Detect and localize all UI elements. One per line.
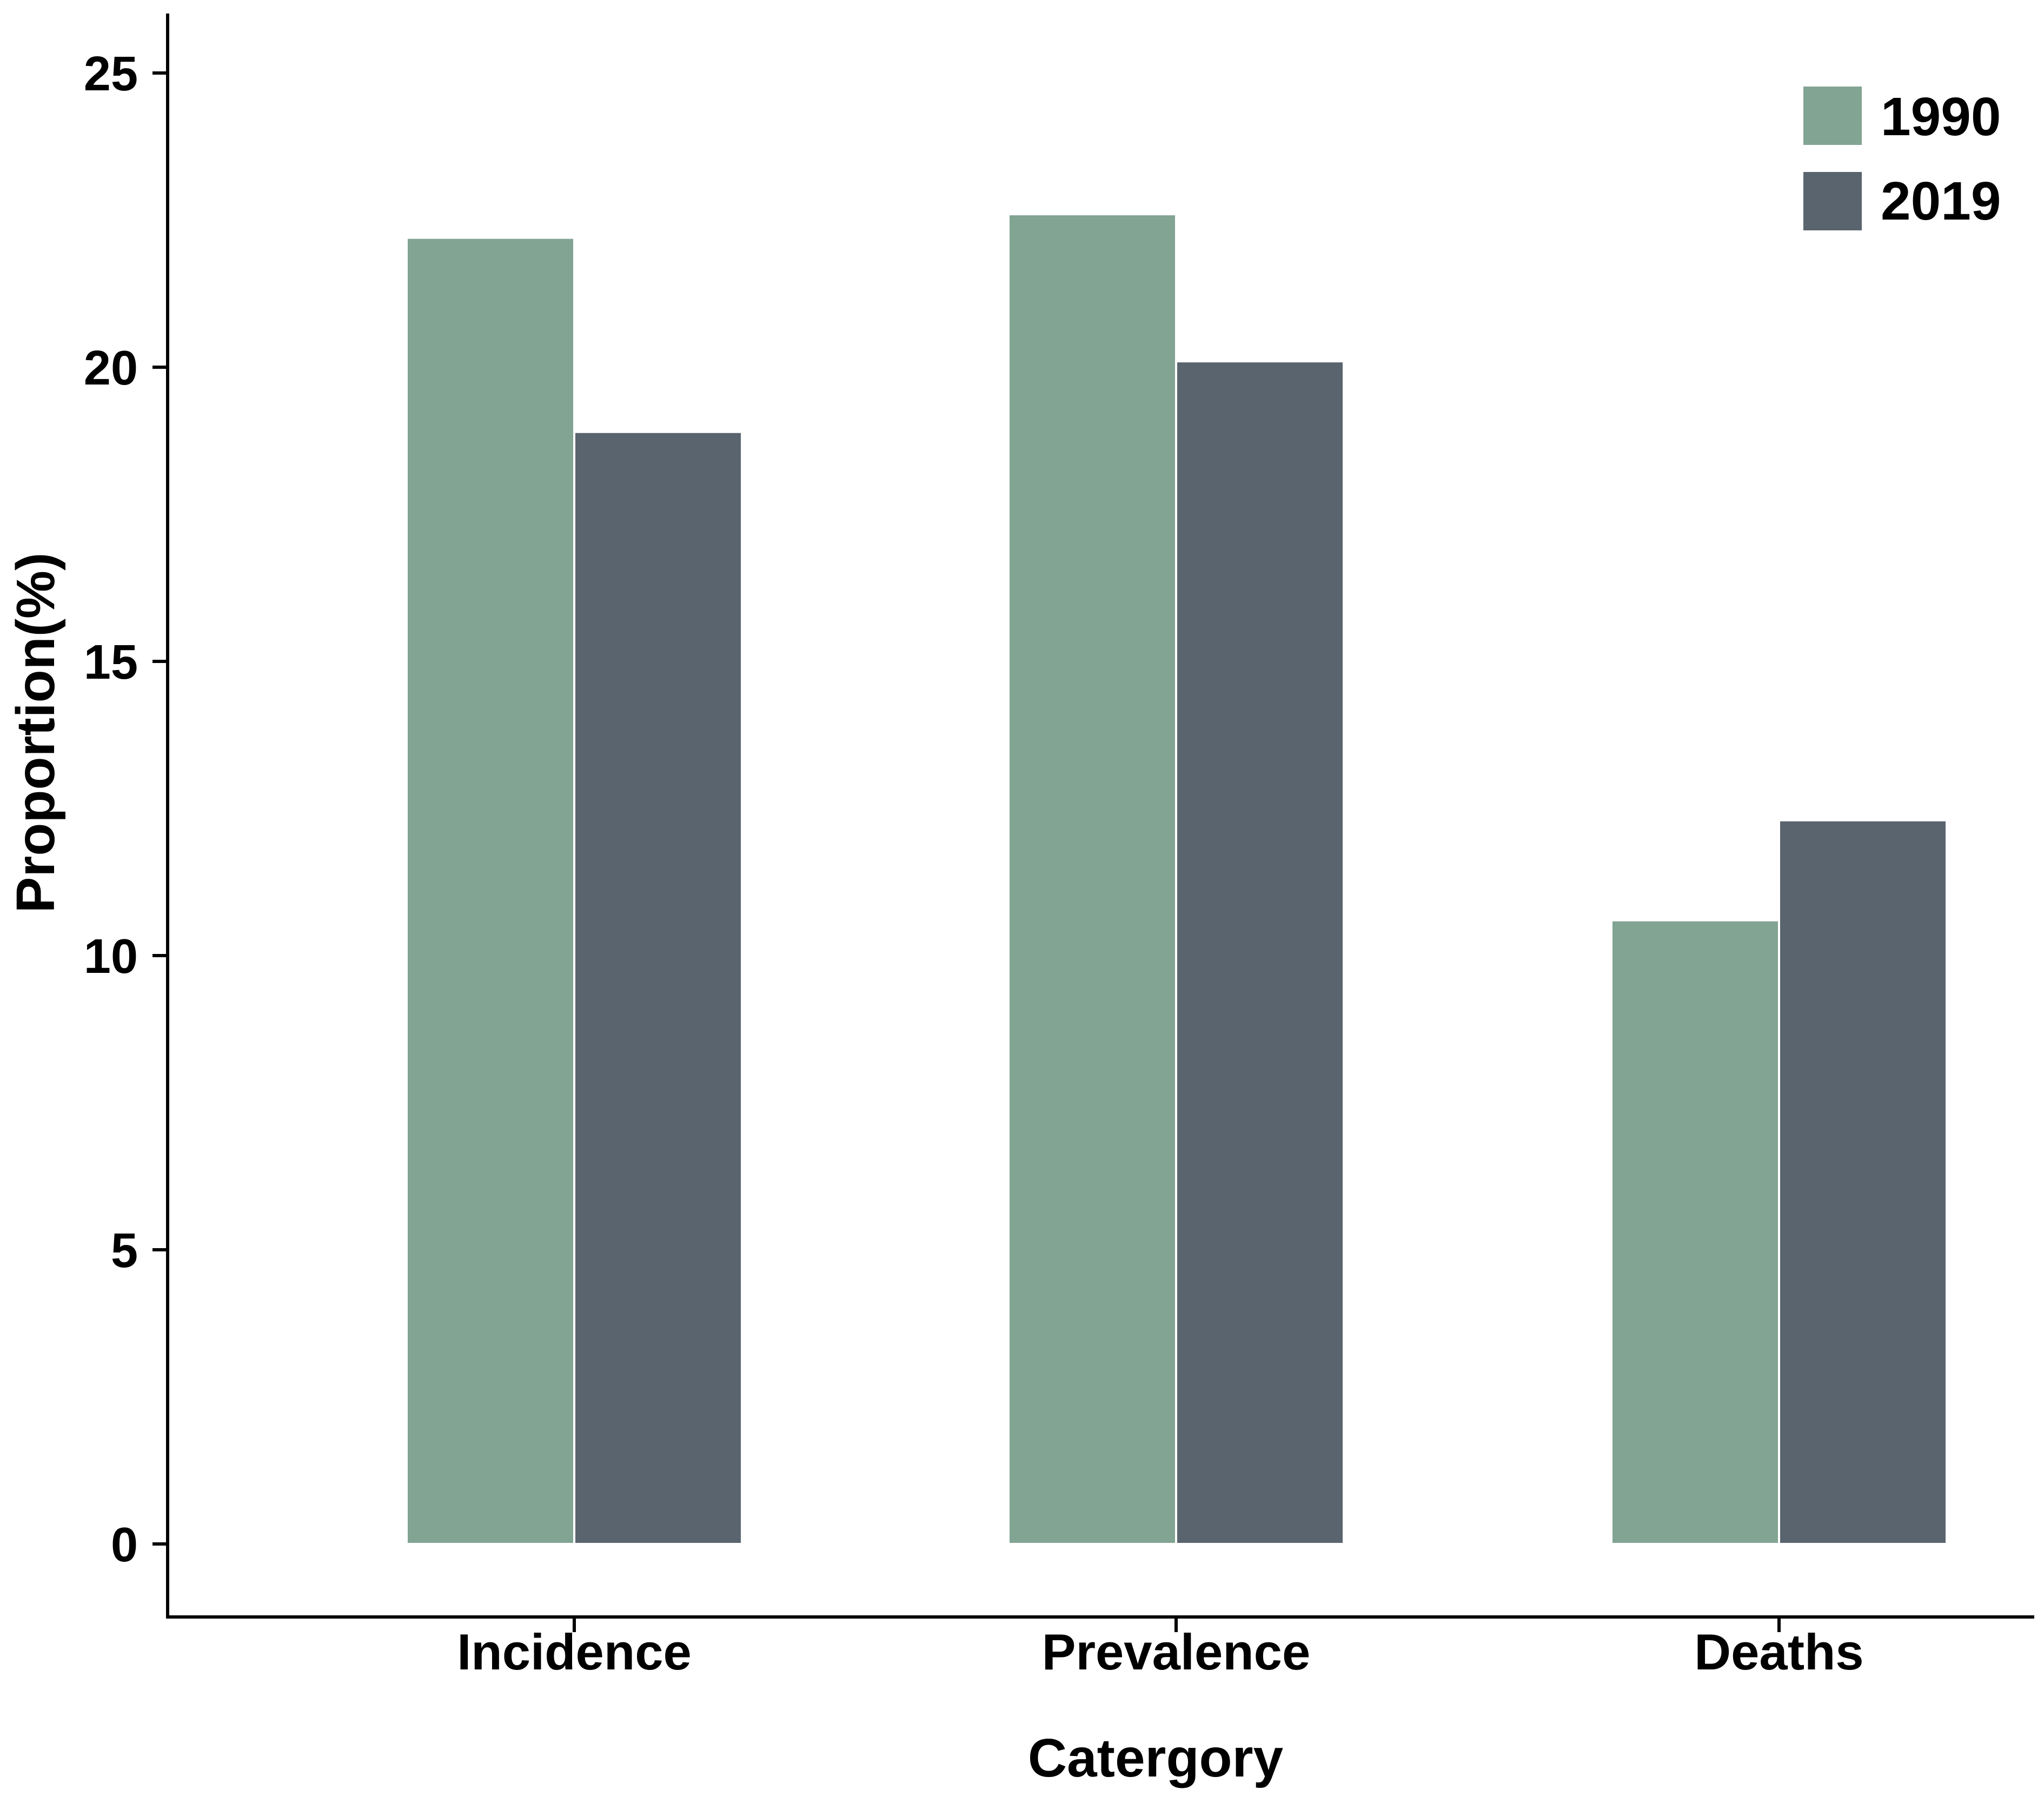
x-tick-label-deaths: Deaths xyxy=(1694,1623,1863,1680)
legend-label-2019: 2019 xyxy=(1881,171,2001,231)
legend: 1990 2019 xyxy=(1803,87,2001,231)
x-axis-title: Catergory xyxy=(1028,1728,1284,1788)
bar-prevalence-1990 xyxy=(1007,213,1177,1545)
y-tick-label-10: 10 xyxy=(84,930,138,984)
y-tick-label-25: 25 xyxy=(84,47,138,101)
bars-group xyxy=(406,213,1948,1546)
y-axis-title: Proportion(%) xyxy=(5,553,66,913)
y-tick-label-20: 20 xyxy=(84,341,138,395)
legend-swatch-2019 xyxy=(1803,172,1862,230)
bar-deaths-1990 xyxy=(1610,919,1780,1545)
bar-deaths-2019 xyxy=(1778,819,1948,1545)
y-tick-label-15: 15 xyxy=(84,635,138,690)
bar-prevalence-2019 xyxy=(1175,360,1345,1545)
x-tick-label-incidence: Incidence xyxy=(457,1623,692,1680)
bar-incidence-1990 xyxy=(406,236,575,1546)
legend-swatch-1990 xyxy=(1803,87,1862,145)
y-tick-label-0: 0 xyxy=(111,1518,138,1572)
y-axis-ticks: 0 5 10 15 20 25 xyxy=(84,47,168,1572)
x-tick-label-prevalence: Prevalence xyxy=(1042,1623,1310,1680)
bar-incidence-2019 xyxy=(573,430,743,1546)
legend-label-1990: 1990 xyxy=(1881,87,2001,147)
x-axis-ticks: Incidence Prevalence Deaths xyxy=(457,1617,1864,1680)
y-tick-label-5: 5 xyxy=(111,1224,138,1278)
